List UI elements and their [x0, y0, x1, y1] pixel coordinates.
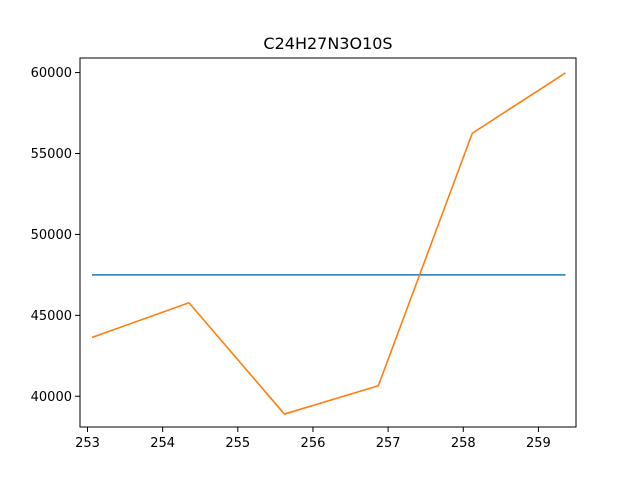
x-tick-label: 257: [376, 436, 401, 451]
x-tick-label: 253: [75, 436, 100, 451]
series-layer: [91, 72, 566, 415]
x-tick-label: 259: [526, 436, 551, 451]
x-tick-label: 256: [301, 436, 326, 451]
chart-title: C24H27N3O10S: [263, 34, 392, 53]
x-axis: 253 254 255 256 257 258 259: [75, 427, 551, 451]
y-tick-label: 40000: [31, 390, 72, 405]
plot-frame: [79, 57, 577, 428]
x-tick-label: 255: [225, 436, 250, 451]
y-tick-label: 60000: [31, 66, 72, 81]
series-line-2: [91, 72, 566, 415]
y-tick-label: 50000: [31, 228, 72, 243]
y-axis: 40000 45000 50000 55000 60000: [31, 66, 80, 405]
y-tick-label: 55000: [31, 147, 72, 162]
x-tick-label: 254: [150, 436, 175, 451]
x-tick-label: 258: [451, 436, 476, 451]
y-tick-label: 45000: [31, 309, 72, 324]
